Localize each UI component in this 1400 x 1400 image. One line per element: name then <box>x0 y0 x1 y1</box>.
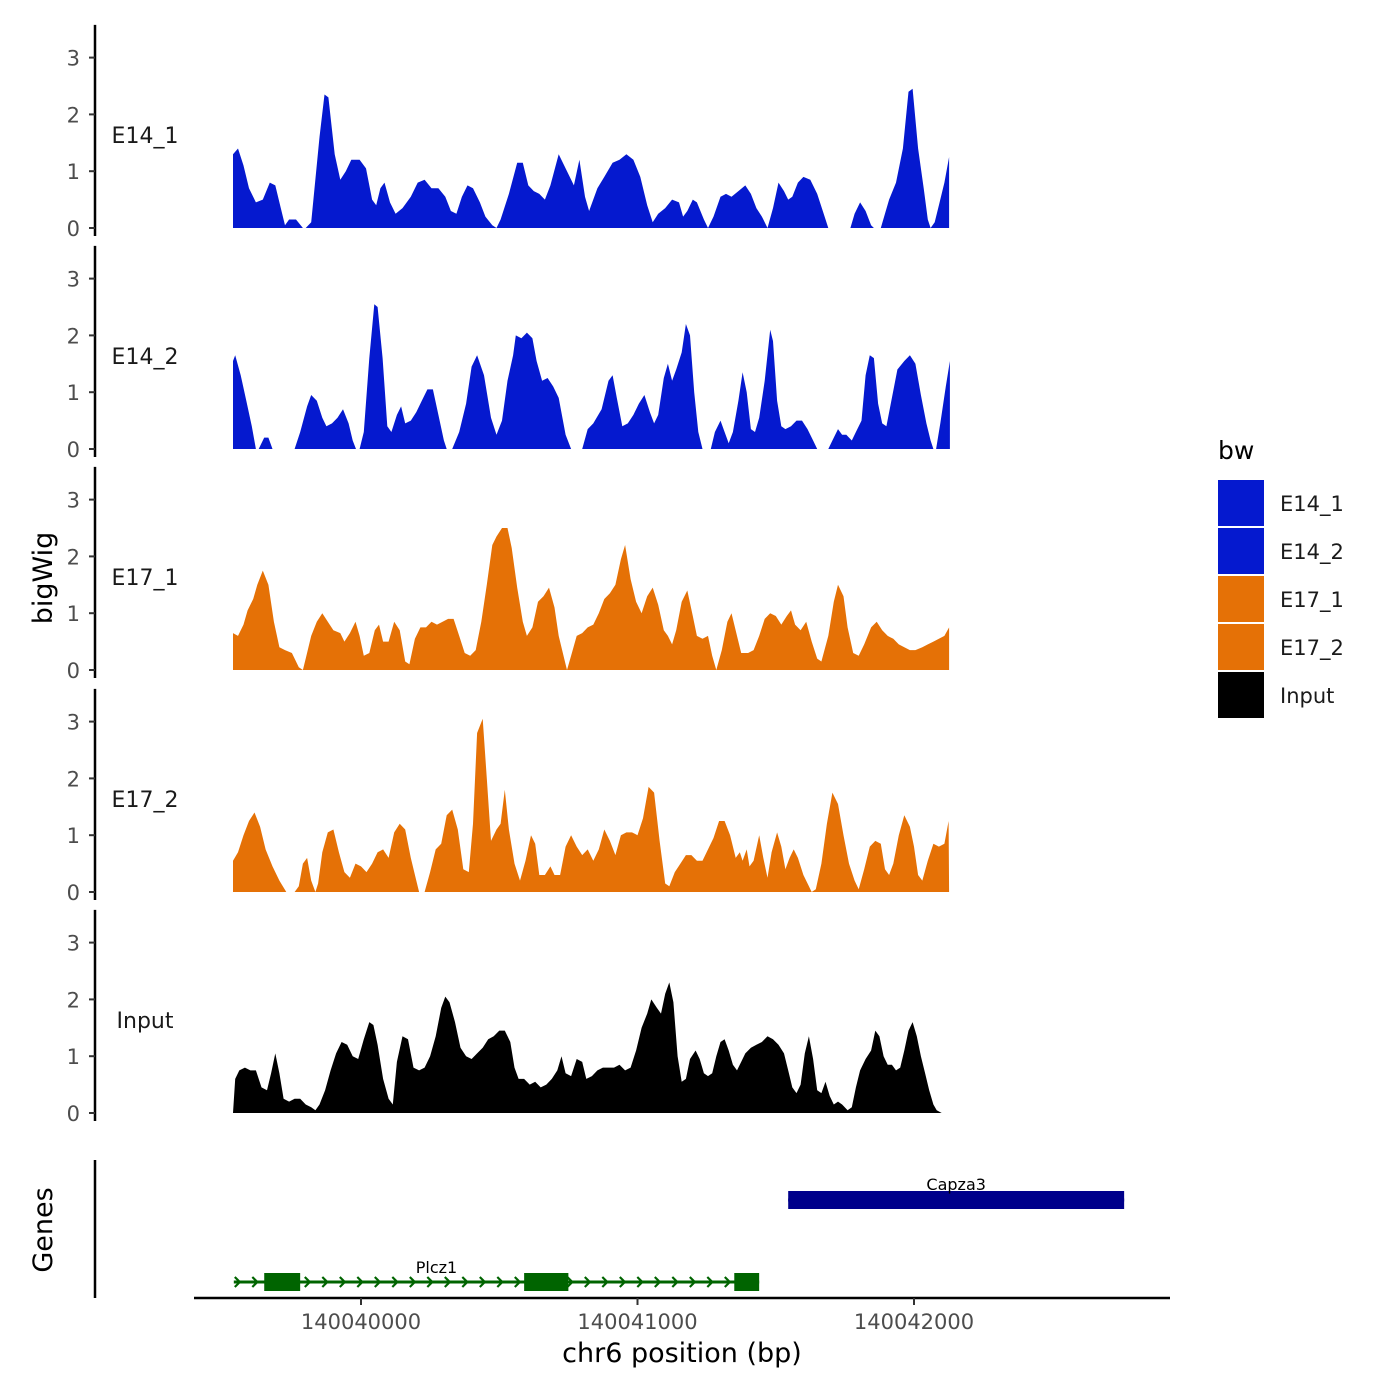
strand-arrow <box>671 1276 679 1288</box>
y-tick-label: 0 <box>67 438 80 462</box>
x-axis-title: chr6 position (bp) <box>562 1338 802 1369</box>
legend-label: E14_2 <box>1280 540 1344 565</box>
legend-entry: Input <box>1218 672 1334 718</box>
y-tick-label: 1 <box>67 602 80 626</box>
signal-area-E14_1 <box>233 88 950 228</box>
legend-swatch <box>1218 576 1264 622</box>
signal-area-E14_2 <box>233 304 950 449</box>
gene-Plcz1: Plcz1 <box>233 1258 760 1291</box>
strand-arrow <box>584 1276 592 1288</box>
strand-arrow <box>706 1276 714 1288</box>
y-tick-label: 0 <box>67 881 80 905</box>
legend-label: Input <box>1280 684 1334 708</box>
strand-arrow <box>479 1276 487 1288</box>
genes-track: Capza3 Plcz1 <box>93 1160 1125 1298</box>
y-tick-label: 2 <box>67 988 80 1012</box>
y-tick-label: 2 <box>67 767 80 791</box>
y-tick-label: 3 <box>67 711 80 735</box>
track-label: E14_2 <box>112 345 179 370</box>
track-label: E14_1 <box>112 124 179 149</box>
signal-area-E17_2 <box>233 718 950 892</box>
strand-arrow <box>514 1276 522 1288</box>
gene-Capza3: Capza3 <box>788 1175 1125 1209</box>
legend-label: E17_2 <box>1280 636 1344 661</box>
gene-exon <box>734 1273 760 1291</box>
strand-arrow <box>724 1276 732 1288</box>
y-tick-label: 1 <box>67 1045 80 1069</box>
x-axis: 140040000 140041000 140042000 <box>194 1296 1170 1334</box>
track-Input: 0 1 2 3 Input <box>67 909 950 1126</box>
track-label: E17_1 <box>112 566 179 591</box>
track-E14_1: 0 1 2 3 E14_1 <box>67 24 950 241</box>
y-tick-label: 0 <box>67 217 80 241</box>
legend-swatch <box>1218 672 1264 718</box>
gene-exon <box>788 1191 1125 1209</box>
track-label: E17_2 <box>112 788 179 813</box>
y-tick-label: 2 <box>67 324 80 348</box>
y-tick-label: 2 <box>67 103 80 127</box>
strand-arrow <box>234 1276 242 1288</box>
x-tick-label: 140042000 <box>854 1310 974 1334</box>
gene-exon <box>264 1273 301 1291</box>
gene-label: Plcz1 <box>416 1258 457 1277</box>
signal-area-E17_1 <box>233 528 950 670</box>
strand-arrow <box>339 1276 347 1288</box>
legend: bw E14_1 E14_2 E17_1 E17_2 Input <box>1218 436 1344 718</box>
y-tick-label: 3 <box>67 47 80 71</box>
legend-title: bw <box>1218 436 1254 465</box>
strand-arrow <box>636 1276 644 1288</box>
strand-arrow <box>689 1276 697 1288</box>
y-tick-label: 0 <box>67 1102 80 1126</box>
track-E17_2: 0 1 2 3 E17_2 <box>67 688 950 905</box>
strand-arrow <box>356 1276 364 1288</box>
track-E17_1: 0 1 2 3 E17_1 <box>67 466 950 683</box>
strand-arrow <box>444 1276 452 1288</box>
strand-arrow <box>374 1276 382 1288</box>
y-tick-label: 2 <box>67 545 80 569</box>
strand-arrow <box>496 1276 504 1288</box>
strand-arrow <box>251 1276 259 1288</box>
y-tick-label: 3 <box>67 489 80 513</box>
signal-area-Input <box>233 982 950 1113</box>
strand-arrow <box>304 1276 312 1288</box>
legend-swatch <box>1218 480 1264 526</box>
strand-arrow <box>654 1276 662 1288</box>
gene-exon <box>524 1273 569 1291</box>
y-axis-title: bigWig <box>28 532 59 625</box>
legend-swatch <box>1218 528 1264 574</box>
strand-arrow <box>321 1276 329 1288</box>
y-tick-label: 3 <box>67 932 80 956</box>
bigwig-tracks: 0 1 2 3 E14_1 0 1 2 3 E14_2 0 1 2 3 E17_1 0 1 2 3 E17_2 0 1 2 3… <box>67 24 950 1126</box>
strand-arrow <box>426 1276 434 1288</box>
gene-label: Capza3 <box>926 1175 986 1194</box>
legend-label: E17_1 <box>1280 588 1344 613</box>
y-tick-label: 3 <box>67 268 80 292</box>
legend-entry: E17_2 <box>1218 624 1344 670</box>
legend-entry: E14_1 <box>1218 480 1344 526</box>
strand-arrow <box>461 1276 469 1288</box>
track-label: Input <box>117 1009 174 1034</box>
y-tick-label: 1 <box>67 381 80 405</box>
strand-arrow <box>409 1276 417 1288</box>
legend-label: E14_1 <box>1280 492 1344 517</box>
y-tick-label: 1 <box>67 160 80 184</box>
genes-track-title: Genes <box>28 1187 59 1272</box>
strand-arrow <box>619 1276 627 1288</box>
track-E14_2: 0 1 2 3 E14_2 <box>67 245 950 462</box>
x-tick-label: 140040000 <box>301 1310 421 1334</box>
x-tick-label: 140041000 <box>577 1310 697 1334</box>
y-tick-label: 0 <box>67 659 80 683</box>
y-tick-label: 1 <box>67 824 80 848</box>
legend-entry: E17_1 <box>1218 576 1344 622</box>
strand-arrow <box>566 1276 574 1288</box>
strand-arrow <box>601 1276 609 1288</box>
strand-arrow <box>391 1276 399 1288</box>
legend-swatch <box>1218 624 1264 670</box>
legend-entry: E14_2 <box>1218 528 1344 574</box>
